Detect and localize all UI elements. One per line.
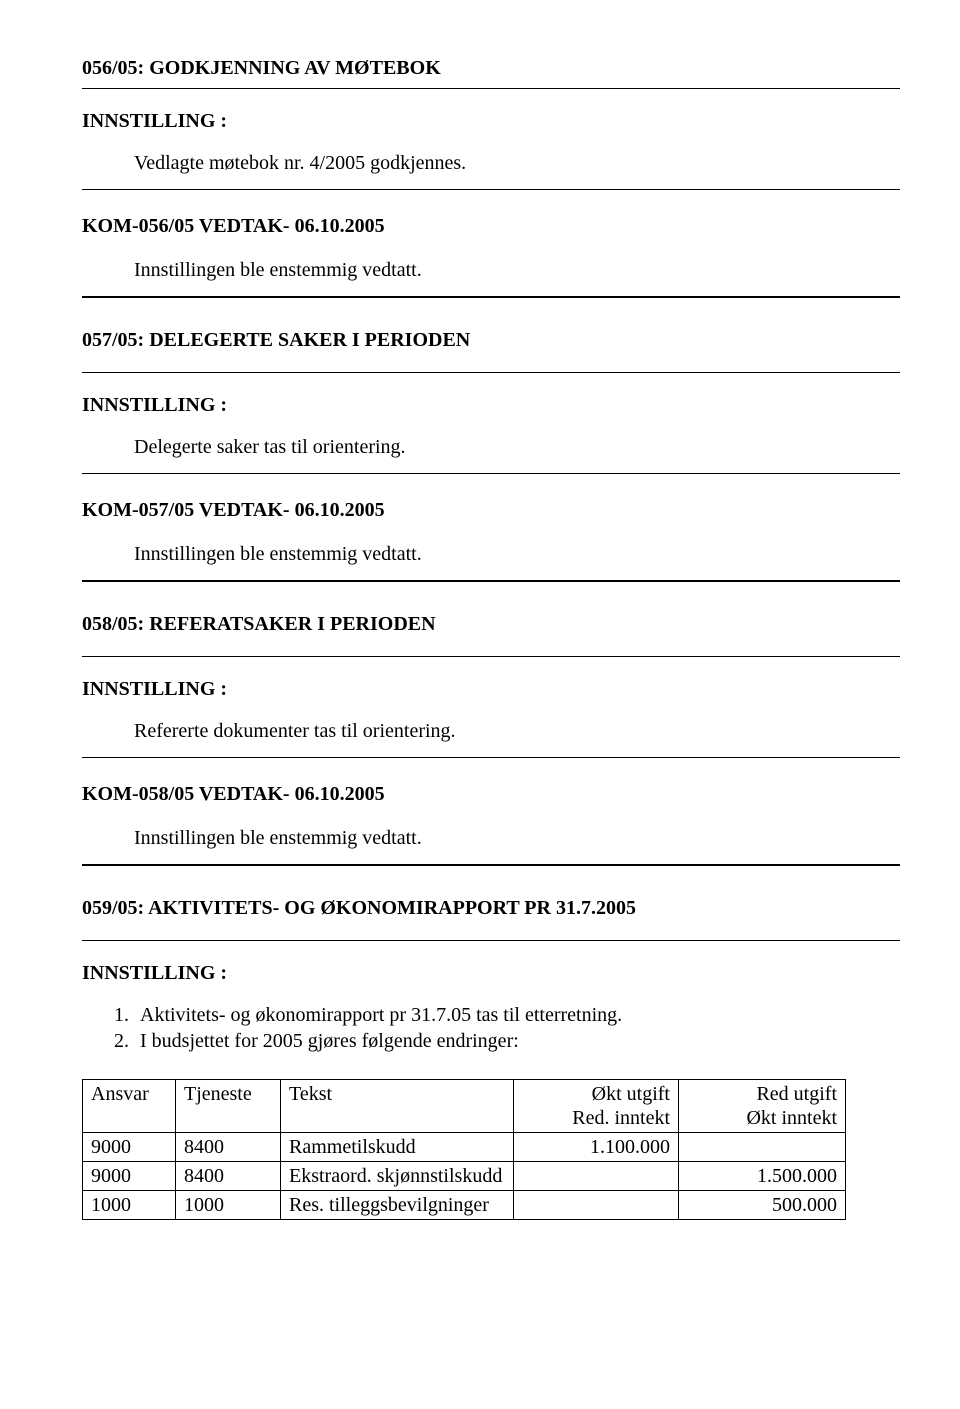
section-059-list: Aktivitets- og økonomirapport pr 31.7.05… [82, 1003, 900, 1053]
cell [514, 1191, 679, 1220]
cell: 9000 [83, 1162, 176, 1191]
divider [82, 940, 900, 941]
section-057-title: 057/05: DELEGERTE SAKER I PERIODEN [82, 328, 900, 352]
section-057-innstilling-label: INNSTILLING : [82, 393, 900, 417]
col-okt-utgift-header: Økt utgift Red. inntekt [514, 1080, 679, 1133]
divider [82, 372, 900, 373]
cell [679, 1133, 846, 1162]
table-header-row: Ansvar Tjeneste Tekst Økt utgift Red. in… [83, 1080, 846, 1133]
header-line: Red utgift [756, 1083, 837, 1105]
header-line: Økt utgift [592, 1083, 670, 1105]
cell: Rammetilskudd [281, 1133, 514, 1162]
divider [82, 580, 900, 582]
section-058-innstilling-text: Refererte dokumenter tas til orientering… [82, 719, 900, 743]
section-059-list-item: Aktivitets- og økonomirapport pr 31.7.05… [134, 1003, 900, 1027]
section-059-title: 059/05: AKTIVITETS- OG ØKONOMIRAPPORT PR… [82, 896, 900, 920]
cell: 1.500.000 [679, 1162, 846, 1191]
table-row: 1000 1000 Res. tilleggsbevilgninger 500.… [83, 1191, 846, 1220]
col-tjeneste-header: Tjeneste [176, 1080, 281, 1133]
section-056-vedtak-heading: KOM-056/05 VEDTAK- 06.10.2005 [82, 214, 900, 238]
section-056-title: 056/05: GODKJENNING AV MØTEBOK [82, 56, 900, 80]
table-row: 9000 8400 Ekstraord. skjønnstilskudd 1.5… [83, 1162, 846, 1191]
divider [82, 656, 900, 657]
section-057-innstilling-text: Delegerte saker tas til orientering. [82, 435, 900, 459]
section-057-vedtak-heading: KOM-057/05 VEDTAK- 06.10.2005 [82, 498, 900, 522]
cell: 9000 [83, 1133, 176, 1162]
header-line: Red. inntekt [572, 1107, 670, 1129]
cell: 8400 [176, 1162, 281, 1191]
table-row: 9000 8400 Rammetilskudd 1.100.000 [83, 1133, 846, 1162]
budget-table: Ansvar Tjeneste Tekst Økt utgift Red. in… [82, 1079, 846, 1220]
section-057-vedtak-text: Innstillingen ble enstemmig vedtatt. [82, 542, 900, 566]
divider [82, 88, 900, 89]
divider [82, 864, 900, 866]
section-056-innstilling-text: Vedlagte møtebok nr. 4/2005 godkjennes. [82, 151, 900, 175]
section-058-vedtak-text: Innstillingen ble enstemmig vedtatt. [82, 826, 900, 850]
section-058-vedtak-heading: KOM-058/05 VEDTAK- 06.10.2005 [82, 782, 900, 806]
cell: 1000 [176, 1191, 281, 1220]
col-tekst-header: Tekst [281, 1080, 514, 1133]
divider [82, 189, 900, 190]
section-056-innstilling-label: INNSTILLING : [82, 109, 900, 133]
divider [82, 473, 900, 474]
col-red-utgift-header: Red utgift Økt inntekt [679, 1080, 846, 1133]
section-058-title: 058/05: REFERATSAKER I PERIODEN [82, 612, 900, 636]
cell [514, 1162, 679, 1191]
header-line: Økt inntekt [746, 1107, 837, 1129]
section-059-innstilling-label: INNSTILLING : [82, 961, 900, 985]
section-059-list-item: I budsjettet for 2005 gjøres følgende en… [134, 1029, 900, 1053]
cell: 1000 [83, 1191, 176, 1220]
cell: Ekstraord. skjønnstilskudd [281, 1162, 514, 1191]
cell: 8400 [176, 1133, 281, 1162]
cell: 1.100.000 [514, 1133, 679, 1162]
col-ansvar-header: Ansvar [83, 1080, 176, 1133]
section-058-innstilling-label: INNSTILLING : [82, 677, 900, 701]
section-056-vedtak-text: Innstillingen ble enstemmig vedtatt. [82, 258, 900, 282]
divider [82, 296, 900, 298]
cell: 500.000 [679, 1191, 846, 1220]
divider [82, 757, 900, 758]
cell: Res. tilleggsbevilgninger [281, 1191, 514, 1220]
